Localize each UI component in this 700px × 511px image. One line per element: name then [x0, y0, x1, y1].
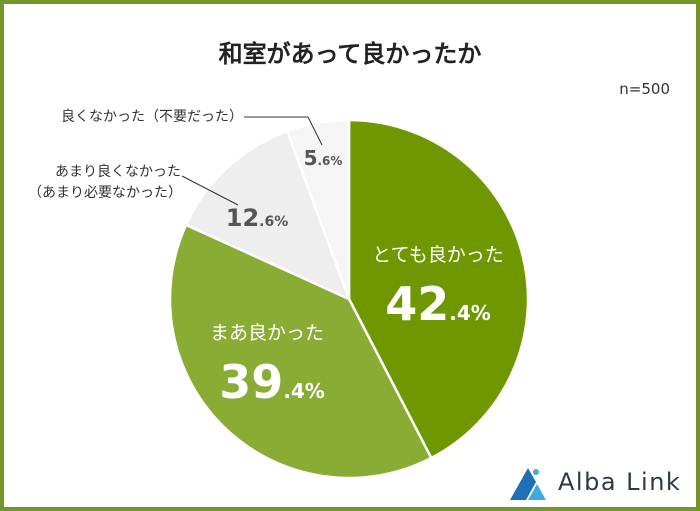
- pie-slice-4: [285, 118, 351, 300]
- slice-label-1: とても良かった: [372, 244, 503, 266]
- slice-label-2: まあ良かった: [210, 322, 324, 344]
- leader-line-4: [244, 116, 323, 146]
- slice-label-3-line-2: （あまり必要なかった）: [28, 185, 182, 201]
- slice-value-1: 42.4%: [385, 277, 491, 331]
- slice-label-4: 良くなかった（不要だった）: [61, 109, 243, 125]
- slice-value-3: 12.6%: [226, 204, 289, 232]
- slice-label-3-line-1: あまり良くなかった: [55, 164, 181, 180]
- alba-link-logo: Alba Link: [506, 460, 686, 504]
- slice-value-2: 39.4%: [219, 355, 325, 409]
- leader-line-3: [181, 175, 239, 206]
- logo-mark-icon: [510, 468, 546, 500]
- sample-size: n=500: [619, 80, 670, 98]
- pie-slice-1: [347, 118, 530, 460]
- slice-value-4: 5.6%: [304, 146, 343, 170]
- logo-text: Alba Link: [558, 468, 682, 496]
- chart-title: 和室があって良かったか: [218, 40, 482, 68]
- pie-slice-3: [184, 129, 352, 302]
- pie-slice-2: [168, 223, 433, 480]
